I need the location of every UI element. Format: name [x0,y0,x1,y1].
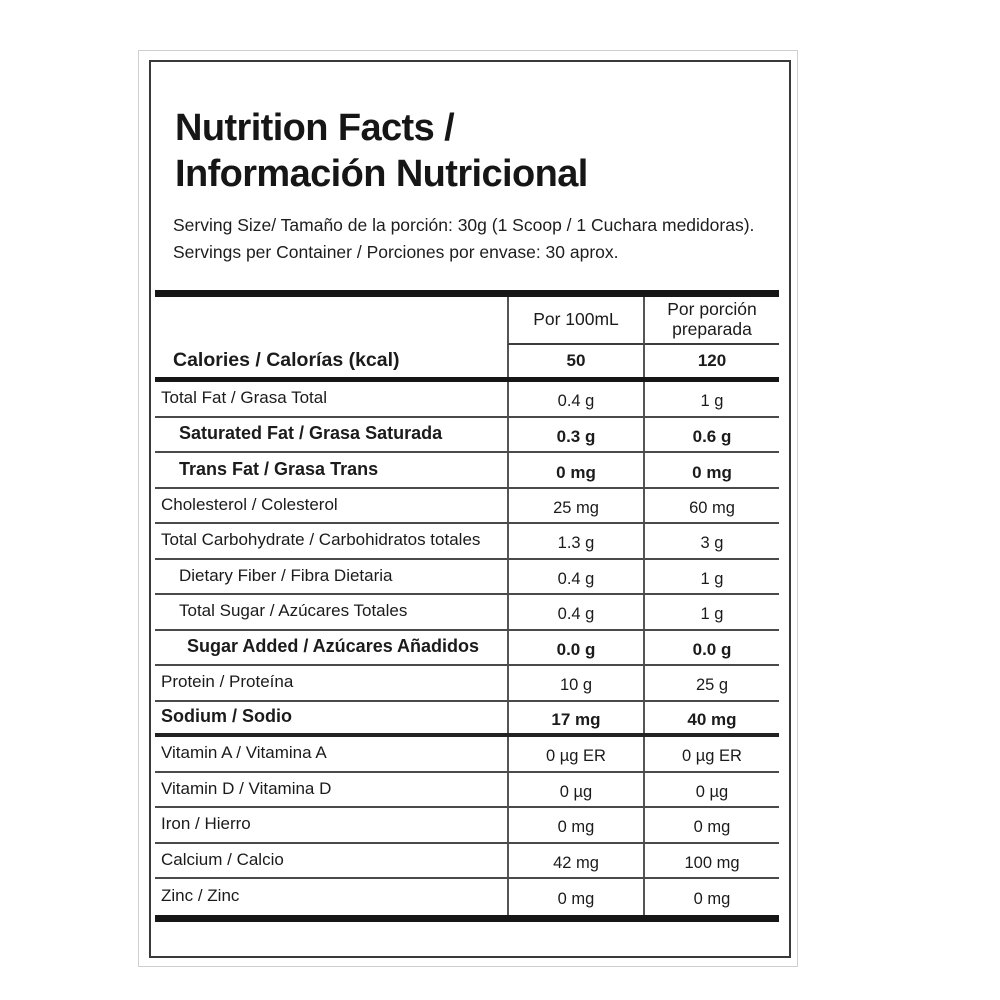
value-per-100ml: 17 mg [507,701,643,733]
nutrient-row: Dietary Fiber / Fibra Dietaria 0.4 g 1 g [155,559,779,595]
value-per-portion: 0 µg [643,772,779,806]
table-header-row: Por 100mL Por porción preparada [155,297,779,345]
value-per-portion: 1 g [643,559,779,593]
table-top-bar [155,290,779,297]
nutrient-row: Vitamin A / Vitamina A 0 µg ER 0 µg ER [155,737,779,773]
nutrient-label: Vitamin A / Vitamina A [161,743,327,763]
value-per-100ml: 0.4 g [507,595,643,629]
value-per-100ml: 42 mg [507,843,643,877]
value-per-100ml: 0 mg [507,808,643,842]
nutrient-row: Trans Fat / Grasa Trans 0 mg 0 mg [155,453,779,489]
value-per-100ml: 0.0 g [507,630,643,664]
serving-size-text: Serving Size/ Tamaño de la porción: 30g … [173,215,755,236]
nutrient-label: Cholesterol / Colesterol [161,494,338,514]
nutrition-table: Por 100mL Por porción preparada Calories… [155,290,779,922]
label-title: Nutrition Facts / Información Nutriciona… [175,106,789,197]
title-line-1: Nutrition Facts / [175,107,455,149]
value-per-portion: 100 mg [643,843,779,877]
value-per-portion: 1 g [643,382,779,416]
nutrient-label: Zinc / Zinc [161,886,240,906]
nutrient-label: Calcium / Calcio [161,849,284,869]
nutrient-row: Total Carbohydrate / Carbohidratos total… [155,524,779,560]
value-per-100ml: 0.4 g [507,559,643,593]
nutrient-row: Sugar Added / Azúcares Añadidos 0.0 g 0.… [155,630,779,666]
value-per-100ml: 0 µg ER [507,737,643,771]
nutrient-row: Saturated Fat / Grasa Saturada 0.3 g 0.6… [155,417,779,453]
nutrient-row: Zinc / Zinc 0 mg 0 mg [155,879,779,915]
value-per-portion: 0 mg [643,808,779,842]
nutrient-label: Dietary Fiber / Fibra Dietaria [179,565,393,585]
serving-info: Serving Size/ Tamaño de la porción: 30g … [173,212,789,265]
nutrient-row: Calcium / Calcio 42 mg 100 mg [155,843,779,879]
calories-per-100ml: 50 [507,345,643,377]
nutrient-row: Vitamin D / Vitamina D 0 µg 0 µg [155,772,779,808]
value-per-100ml: 0 mg [507,879,643,915]
nutrient-row: Cholesterol / Colesterol 25 mg 60 mg [155,488,779,524]
label-outer-border [138,50,798,967]
nutrient-label: Sugar Added / Azúcares Añadidos [187,636,480,657]
value-per-portion: 25 g [643,666,779,700]
nutrient-row: Total Fat / Grasa Total 0.4 g 1 g [155,382,779,418]
value-per-portion: 0.0 g [643,630,779,664]
nutrition-label: Nutrition Facts / Información Nutriciona… [149,60,791,958]
table-bottom-bar [155,914,779,922]
nutrient-label: Total Fat / Grasa Total [161,388,327,408]
nutrient-label: Iron / Hierro [161,814,251,834]
column-header-per-portion: Por porción preparada [643,297,779,345]
value-per-portion: 0 mg [643,879,779,915]
nutrient-label: Sodium / Sodio [161,706,292,727]
value-per-100ml: 0 mg [507,453,643,487]
calories-label: Calories / Calorías (kcal) [173,349,400,372]
calories-row: Calories / Calorías (kcal) 50 120 [155,345,779,377]
title-line-2: Información Nutricional [175,152,588,195]
nutrient-label: Saturated Fat / Grasa Saturada [179,423,443,444]
value-per-100ml: 0.3 g [507,417,643,451]
value-per-100ml: 0.4 g [507,382,643,416]
calories-divider-bar [155,377,779,382]
nutrient-label: Vitamin D / Vitamina D [161,778,332,798]
value-per-portion: 0 mg [643,453,779,487]
calories-per-portion: 120 [643,345,779,377]
value-per-portion: 0.6 g [643,417,779,451]
value-per-portion: 60 mg [643,488,779,522]
column-header-per-100ml: Por 100mL [507,297,643,345]
value-per-100ml: 10 g [507,666,643,700]
nutrient-row: Total Sugar / Azúcares Totales 0.4 g 1 g [155,595,779,631]
value-per-portion: 0 µg ER [643,737,779,771]
nutrient-rows: Total Fat / Grasa Total 0.4 g 1 g Satura… [155,382,779,915]
nutrient-label: Total Carbohydrate / Carbohidratos total… [161,530,481,550]
value-per-portion: 3 g [643,524,779,558]
nutrient-row: Protein / Proteína 10 g 25 g [155,666,779,702]
nutrient-label: Total Sugar / Azúcares Totales [179,601,408,621]
nutrient-label: Trans Fat / Grasa Trans [179,458,379,479]
servings-per-container-text: Servings per Container / Porciones por e… [173,241,619,262]
header-empty-cell [155,297,507,345]
nutrient-row: Iron / Hierro 0 mg 0 mg [155,808,779,844]
nutrient-row: Sodium / Sodio 17 mg 40 mg [155,701,779,737]
value-per-100ml: 25 mg [507,488,643,522]
nutrient-label: Protein / Proteína [161,672,294,692]
value-per-100ml: 1.3 g [507,524,643,558]
value-per-portion: 1 g [643,595,779,629]
value-per-portion: 40 mg [643,701,779,733]
value-per-100ml: 0 µg [507,772,643,806]
